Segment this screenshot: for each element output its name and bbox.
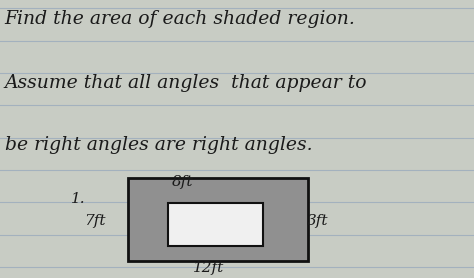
Text: Assume that all angles  that appear to: Assume that all angles that appear to xyxy=(5,75,367,92)
Text: Find the area of each shaded region.: Find the area of each shaded region. xyxy=(5,11,356,28)
Text: 1.: 1. xyxy=(71,192,85,206)
Bar xyxy=(128,178,308,261)
Text: 3ft: 3ft xyxy=(307,214,328,228)
Text: 8ft: 8ft xyxy=(172,175,193,189)
Bar xyxy=(168,203,263,246)
Text: 12ft: 12ft xyxy=(193,261,224,275)
Text: 7ft: 7ft xyxy=(84,214,106,228)
Text: be right angles are right angles.: be right angles are right angles. xyxy=(5,136,312,153)
